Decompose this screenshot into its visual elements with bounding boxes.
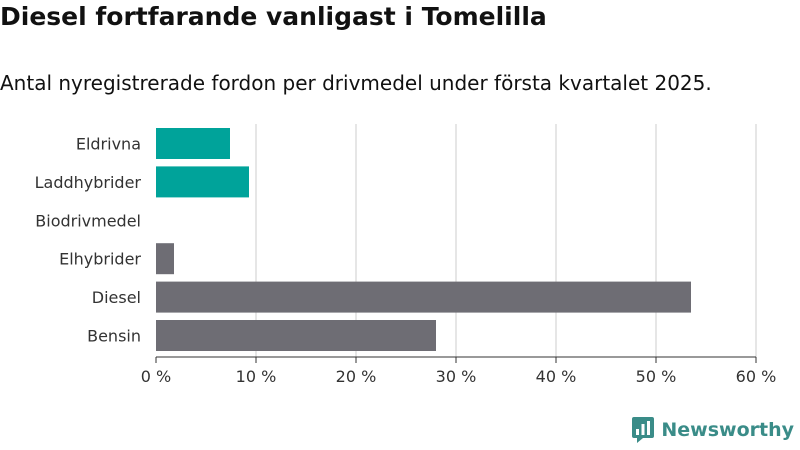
category-labels: Eldrivna Laddhybrider Biodrivmedel Elhybrid… bbox=[35, 135, 142, 346]
chart-title: Diesel fortfarande vanligast i Tomelilla bbox=[0, 2, 547, 31]
newsworthy-logo: Newsworthy bbox=[631, 416, 794, 444]
category-label: Laddhybrider bbox=[35, 173, 142, 192]
x-tick-label: 60 % bbox=[736, 367, 777, 386]
x-tick-label: 10 % bbox=[236, 367, 277, 386]
bars bbox=[156, 128, 691, 351]
gridlines bbox=[255, 124, 757, 357]
category-label: Eldrivna bbox=[76, 135, 141, 154]
category-label: Elhybrider bbox=[59, 250, 141, 269]
bar-laddhybrider bbox=[156, 166, 249, 198]
category-label: Diesel bbox=[92, 288, 141, 307]
x-tick-label: 50 % bbox=[636, 367, 677, 386]
bar-eldrivna bbox=[156, 128, 230, 159]
x-axis: 0 % 10 % 20 % 30 % 40 % 50 % 60 % bbox=[141, 356, 777, 386]
newsworthy-icon bbox=[632, 417, 655, 443]
brand-name: Newsworthy bbox=[661, 419, 794, 441]
category-label: Biodrivmedel bbox=[35, 211, 141, 230]
x-tick-label: 0 % bbox=[141, 367, 171, 386]
x-tick-label: 30 % bbox=[436, 367, 477, 386]
x-tick-label: 20 % bbox=[336, 367, 377, 386]
x-tick-label: 40 % bbox=[536, 367, 577, 386]
bar-bensin bbox=[156, 320, 436, 351]
category-label: Bensin bbox=[87, 327, 141, 346]
bar-elhybrider bbox=[156, 243, 174, 275]
bar-diesel bbox=[156, 281, 691, 313]
chart-subtitle: Antal nyregistrerade fordon per drivmede… bbox=[0, 71, 712, 95]
